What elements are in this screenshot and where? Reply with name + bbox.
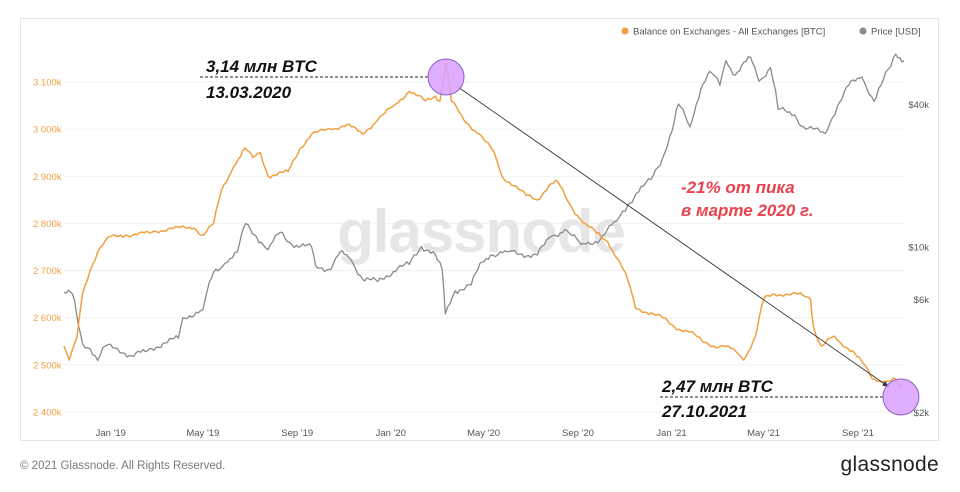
current-value-label: 2,47 млн BTC xyxy=(661,377,774,396)
left-tick-label: 2 900k xyxy=(33,172,62,183)
x-tick-label: May '20 xyxy=(467,428,500,439)
legend: Balance on Exchanges - All Exchanges [BT… xyxy=(621,27,921,38)
right-y-axis: $2k $6k $10k $40k xyxy=(908,100,929,419)
annotations: 3,14 млн BTC 13.03.2020 2,47 млн BTC 27.10.… xyxy=(200,57,920,421)
left-tick-label: 3 100k xyxy=(33,78,62,89)
x-axis: Jan '19 May '19 Sep '19 Jan '20 May '20 Sep '… xyxy=(96,428,874,439)
right-tick-label: $2k xyxy=(914,408,930,419)
legend-price-marker xyxy=(859,27,867,35)
x-tick-label: May '19 xyxy=(186,428,219,439)
left-y-axis: 2 400k 2 500k 2 600k 2 700k 2 800k 2 900k 3 00… xyxy=(33,78,62,419)
current-marker-circle xyxy=(882,378,920,416)
copyright-text: © 2021 Glassnode. All Rights Reserved. xyxy=(20,460,226,472)
series-layer xyxy=(63,53,905,389)
peak-date-label: 13.03.2020 xyxy=(206,83,292,102)
x-tick-label: Jan '20 xyxy=(376,428,406,439)
footer-logo: glassnode xyxy=(840,453,939,476)
x-tick-label: Sep '19 xyxy=(281,428,313,439)
chart-frame xyxy=(20,18,939,441)
right-tick-label: $10k xyxy=(908,243,929,254)
change-label-line2: в марте 2020 г. xyxy=(681,201,814,220)
right-tick-label: $6k xyxy=(914,295,930,306)
left-tick-label: 2 700k xyxy=(33,266,62,277)
watermark-text: glassnode xyxy=(337,198,625,265)
left-tick-label: 2 800k xyxy=(33,219,62,230)
current-date-label: 27.10.2021 xyxy=(661,402,747,421)
peak-marker-circle xyxy=(427,58,465,96)
left-tick-label: 2 400k xyxy=(33,408,62,419)
change-label-line1: -21% от пика xyxy=(681,178,795,197)
left-tick-label: 2 500k xyxy=(33,360,62,371)
price-series-line xyxy=(63,53,905,362)
legend-price-label: Price [USD] xyxy=(871,27,921,38)
right-tick-label: $40k xyxy=(908,100,929,111)
x-tick-label: Sep '20 xyxy=(562,428,594,439)
trend-arrow-line xyxy=(457,86,890,388)
legend-balance-label: Balance on Exchanges - All Exchanges [BT… xyxy=(633,27,825,38)
x-tick-label: Jan '21 xyxy=(656,428,686,439)
gridlines xyxy=(64,81,904,413)
legend-balance-marker xyxy=(621,27,629,35)
x-tick-label: Sep '21 xyxy=(842,428,874,439)
peak-value-label: 3,14 млн BTC xyxy=(206,57,318,76)
left-tick-label: 3 000k xyxy=(33,125,62,136)
balance-series-line xyxy=(63,62,902,389)
left-tick-label: 2 600k xyxy=(33,313,62,324)
x-tick-label: Jan '19 xyxy=(96,428,126,439)
x-tick-label: May '21 xyxy=(747,428,780,439)
